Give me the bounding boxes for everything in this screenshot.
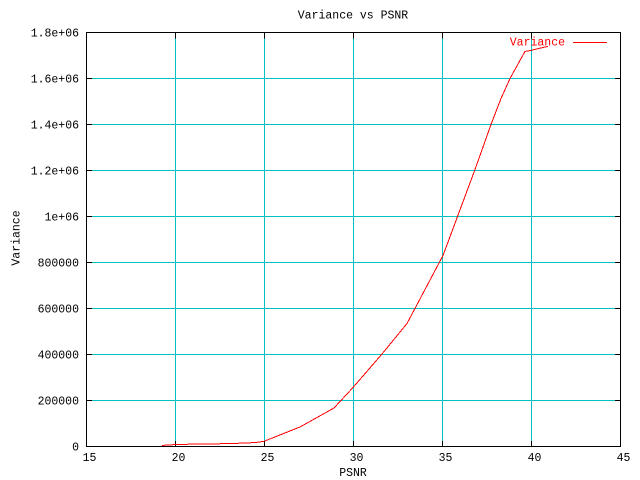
svg-text:PSNR: PSNR [339, 467, 367, 480]
svg-text:200000: 200000 [38, 396, 80, 409]
svg-text:Variance: Variance [510, 37, 565, 50]
svg-text:Variance vs PSNR: Variance vs PSNR [298, 10, 409, 23]
svg-text:15: 15 [83, 452, 97, 465]
svg-text:25: 25 [261, 452, 275, 465]
svg-text:Variance: Variance [11, 210, 24, 265]
svg-text:45: 45 [617, 452, 631, 465]
svg-text:35: 35 [439, 452, 453, 465]
svg-text:800000: 800000 [38, 258, 80, 271]
svg-text:1e+06: 1e+06 [44, 212, 79, 225]
svg-text:30: 30 [350, 452, 364, 465]
svg-text:20: 20 [172, 452, 186, 465]
svg-text:1.4e+06: 1.4e+06 [31, 120, 79, 133]
svg-text:1.2e+06: 1.2e+06 [31, 166, 79, 179]
svg-text:40: 40 [528, 452, 542, 465]
svg-text:0: 0 [72, 442, 79, 455]
svg-text:600000: 600000 [38, 304, 80, 317]
svg-text:1.8e+06: 1.8e+06 [31, 28, 79, 41]
svg-text:1.6e+06: 1.6e+06 [31, 74, 79, 87]
svg-text:400000: 400000 [38, 350, 80, 363]
